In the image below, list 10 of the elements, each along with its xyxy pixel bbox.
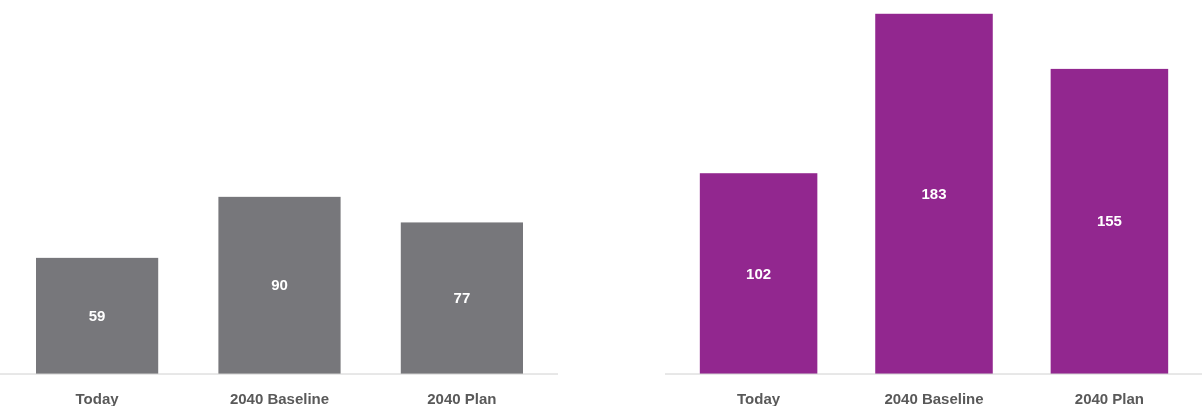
data-label: 155 [1096, 212, 1122, 230]
x-tick-label: 2040 Plan [427, 390, 497, 406]
data-label: 90 [271, 276, 288, 294]
x-tick-label: 2040 Baseline [229, 390, 330, 406]
data-label: 183 [921, 184, 947, 202]
data-label: 102 [746, 264, 772, 282]
data-label: 59 [88, 306, 106, 324]
data-label: 77 [453, 289, 471, 307]
x-tick-label: 2040 Plan [1074, 390, 1145, 406]
x-tick-label: 2040 Baseline [884, 390, 984, 406]
